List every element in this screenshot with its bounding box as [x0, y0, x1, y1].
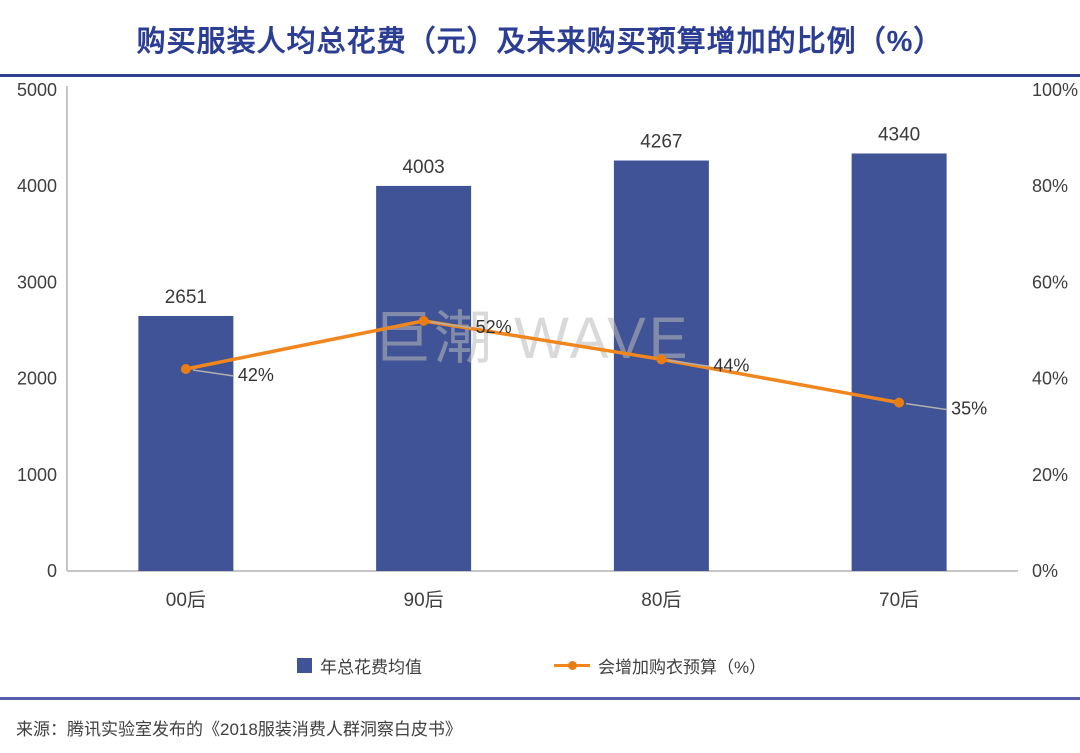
left-axis-tick: 5000	[17, 80, 57, 100]
page-title: 购买服装人均总花费（元）及未来购买预算增加的比例（%）	[136, 26, 944, 58]
source-note: 来源：腾讯实验室发布的《2018服装消费人群洞察白皮书》	[16, 720, 462, 739]
bar-swatch-icon	[297, 658, 312, 673]
label-leader-line	[906, 402, 948, 411]
legend-item-total-spend: 年总花费均值	[297, 653, 422, 678]
left-axis-tick: 3000	[17, 272, 57, 292]
bar-value-label: 4340	[878, 124, 920, 145]
left-axis-tick: 0	[47, 561, 57, 581]
label-leader-line	[430, 321, 472, 329]
category-label-80后: 80后	[641, 589, 681, 611]
line-value-label: 44%	[713, 355, 749, 375]
line-point-90后	[418, 315, 429, 326]
chart-legend: 年总花费均值 会增加购衣预算（%）	[297, 653, 766, 678]
bar-90后	[376, 185, 472, 571]
budget-line	[185, 319, 900, 405]
legend-label-total-spend: 年总花费均值	[320, 658, 422, 677]
right-axis-tick: 100%	[1032, 80, 1078, 100]
combo-chart: 5000 4000 3000 2000 1000 0 100% 80% 60% 40% 20% 0% 2…	[17, 80, 1078, 611]
line-value-label: 42%	[238, 365, 274, 385]
category-label-00后: 00后	[166, 589, 206, 611]
line-point-80后	[656, 354, 667, 365]
category-label-70后: 70后	[879, 589, 919, 611]
line-marker-icon	[554, 658, 590, 673]
bar-value-label: 4003	[402, 157, 444, 178]
line-point-70后	[894, 397, 905, 408]
right-axis-tick: 60%	[1032, 272, 1068, 292]
right-axis-tick: 80%	[1032, 176, 1068, 196]
right-axis-tick: 40%	[1032, 369, 1068, 389]
bar-value-label: 4267	[640, 132, 682, 153]
right-axis-tick: 20%	[1032, 465, 1068, 485]
left-axis-tick: 4000	[17, 176, 57, 196]
line-point-00后	[180, 363, 191, 374]
legend-item-budget-increase: 会增加购衣预算（%）	[554, 653, 766, 678]
title-divider	[0, 74, 1080, 77]
bar-value-label: 2651	[165, 287, 207, 308]
label-leader-line	[668, 359, 710, 368]
left-axis-tick: 2000	[17, 369, 57, 389]
legend-label-budget-increase: 会增加购衣预算（%）	[598, 658, 767, 677]
right-axis-tick: 0%	[1032, 561, 1058, 581]
label-leader-line	[192, 369, 234, 377]
line-value-label: 52%	[476, 317, 512, 337]
line-value-label: 35%	[951, 399, 987, 419]
footer-divider	[0, 697, 1080, 700]
category-label-90后: 90后	[404, 589, 444, 611]
bar-70后	[851, 153, 947, 571]
left-axis-tick: 1000	[17, 465, 57, 485]
bar-00后	[138, 315, 234, 571]
